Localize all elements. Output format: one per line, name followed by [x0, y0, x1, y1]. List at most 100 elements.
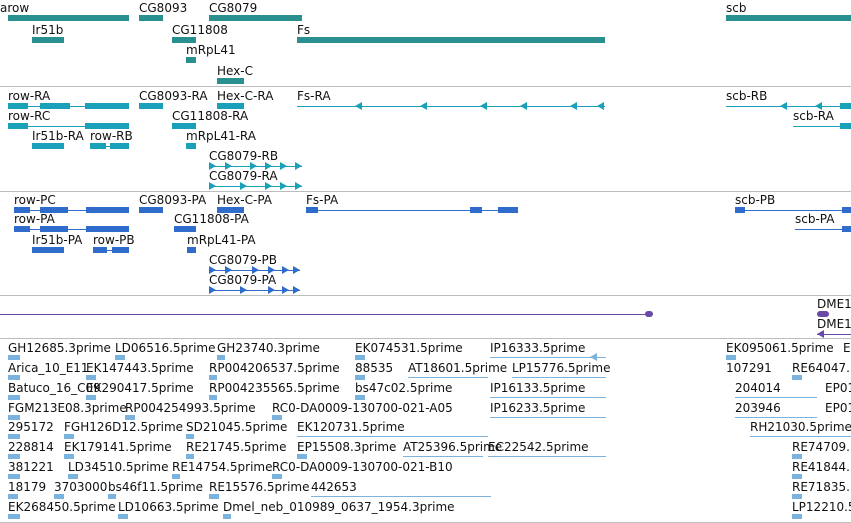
est-label[interactable]: EP01 — [825, 401, 851, 415]
est-line[interactable] — [490, 417, 606, 418]
protein-exon[interactable] — [174, 226, 196, 232]
est-bar[interactable] — [8, 494, 18, 499]
est-label[interactable]: RE15576.5prime — [209, 480, 310, 494]
est-label[interactable]: LD06516.5prime — [115, 341, 216, 355]
est-bar[interactable] — [8, 474, 20, 479]
est-bar[interactable] — [792, 514, 802, 519]
est-bar[interactable] — [86, 395, 96, 400]
gene-bar[interactable] — [297, 37, 605, 43]
est-line[interactable] — [750, 436, 851, 437]
est-label[interactable]: IP16133.5prime — [490, 381, 586, 395]
est-label[interactable]: 228814 — [8, 440, 54, 454]
est-line[interactable] — [735, 397, 817, 398]
est-label[interactable]: E — [843, 341, 851, 355]
est-line[interactable] — [408, 377, 488, 378]
transcript-label[interactable]: CG11808-RA — [172, 109, 249, 123]
est-bar[interactable] — [792, 375, 802, 380]
gene-bar[interactable] — [209, 15, 302, 21]
protein-exon[interactable] — [40, 226, 68, 232]
est-label[interactable]: AT25396.5prime — [403, 440, 503, 454]
est-label[interactable]: RC0-DA0009-130700-021-A05 — [272, 401, 453, 415]
protein-label[interactable]: CG8093-PA — [139, 193, 207, 207]
gene-label[interactable]: Fs — [297, 23, 311, 37]
est-label[interactable]: LP15776.5prime — [512, 361, 611, 375]
protein-exon[interactable] — [306, 207, 318, 213]
protein-label[interactable]: scb-PA — [795, 212, 835, 226]
protein-exon[interactable] — [217, 207, 244, 213]
transcript-exon[interactable] — [85, 103, 129, 109]
protein-label[interactable]: mRpL41-PA — [187, 233, 256, 247]
transcript-exon[interactable] — [40, 103, 70, 109]
transcript-label[interactable]: scb-RB — [726, 89, 768, 103]
gene-bar[interactable] — [186, 57, 196, 63]
est-label[interactable]: 295172 — [8, 420, 54, 434]
est-label[interactable]: EC22542.5prime — [488, 440, 589, 454]
protein-exon[interactable] — [14, 207, 30, 213]
gene-bar[interactable] — [217, 78, 244, 84]
est-bar[interactable] — [8, 454, 20, 459]
est-label[interactable]: Dmel_neb_010989_0637_1954.3prime — [223, 500, 455, 514]
est-label[interactable]: LD34510.5prime — [68, 460, 169, 474]
est-label[interactable]: 18179 — [8, 480, 47, 494]
alignment-block[interactable] — [645, 311, 653, 317]
protein-label[interactable]: CG11808-PA — [174, 212, 249, 226]
protein-exon[interactable] — [470, 207, 482, 213]
est-line[interactable] — [735, 417, 817, 418]
est-line[interactable] — [297, 436, 488, 437]
transcript-exon[interactable] — [8, 123, 28, 129]
est-label[interactable]: EK074531.5prime — [355, 341, 463, 355]
transcript-exon[interactable] — [840, 123, 851, 129]
transcript-exon[interactable] — [217, 103, 244, 109]
protein-label[interactable]: Hex-C-PA — [217, 193, 273, 207]
protein-label[interactable]: row-PB — [93, 233, 135, 247]
est-bar[interactable] — [8, 514, 20, 519]
est-label[interactable]: RH21030.5prime — [750, 420, 851, 434]
est-label[interactable]: RE14754.5prime — [172, 460, 273, 474]
est-label[interactable]: 3703000 — [54, 480, 108, 494]
transcript-label[interactable]: scb-RA — [793, 109, 834, 123]
protein-exon[interactable] — [735, 207, 745, 213]
est-label[interactable]: EK095061.5prime — [726, 341, 834, 355]
est-bar[interactable] — [186, 454, 194, 459]
est-label[interactable]: RP004235565.5prime — [209, 381, 340, 395]
est-bar[interactable] — [726, 355, 736, 360]
est-bar[interactable] — [172, 474, 180, 479]
est-bar[interactable] — [209, 375, 217, 380]
est-label[interactable]: 107291 — [726, 361, 772, 375]
est-label[interactable]: EP01 — [825, 381, 851, 395]
transcript-label[interactable]: CG8093-RA — [139, 89, 208, 103]
alignment-line[interactable] — [817, 334, 851, 335]
transcript-label[interactable]: mRpL41-RA — [186, 129, 256, 143]
protein-exon[interactable] — [112, 247, 129, 253]
protein-exon[interactable] — [86, 226, 129, 232]
est-line[interactable] — [488, 456, 606, 457]
est-bar[interactable] — [355, 395, 365, 400]
est-bar[interactable] — [54, 494, 64, 499]
est-label[interactable]: SD21045.5prime — [186, 420, 288, 434]
dme-label[interactable]: DME1 — [817, 297, 851, 311]
transcript-exon[interactable] — [85, 123, 129, 129]
protein-exon[interactable] — [842, 226, 851, 232]
gene-label[interactable]: Hex-C — [217, 64, 254, 78]
est-bar[interactable] — [115, 355, 125, 360]
est-label[interactable]: EK268450.5prime — [8, 500, 116, 514]
transcript-label[interactable]: Fs-RA — [297, 89, 331, 103]
protein-exon[interactable] — [86, 207, 129, 213]
est-label[interactable]: RE64047. — [792, 361, 850, 375]
est-bar[interactable] — [355, 355, 365, 360]
est-bar[interactable] — [209, 494, 219, 499]
est-label[interactable]: RC0-DA0009-130700-021-B10 — [272, 460, 453, 474]
est-bar[interactable] — [108, 494, 116, 499]
est-line[interactable] — [311, 496, 491, 497]
gene-label[interactable]: CG8079 — [209, 1, 258, 15]
est-label[interactable]: EK179141.5prime — [64, 440, 172, 454]
est-label[interactable]: Arica_10_E11 — [8, 361, 89, 375]
transcript-exon[interactable] — [186, 143, 196, 149]
transcript-label[interactable]: row-RA — [8, 89, 51, 103]
est-label[interactable]: LP12210.5 — [792, 500, 851, 514]
est-bar[interactable] — [792, 454, 802, 459]
est-label[interactable]: RE71835. — [792, 480, 850, 494]
gene-label[interactable]: CG11808 — [172, 23, 228, 37]
gene-bar[interactable] — [172, 37, 196, 43]
gene-label[interactable]: Ir51b — [32, 23, 64, 37]
